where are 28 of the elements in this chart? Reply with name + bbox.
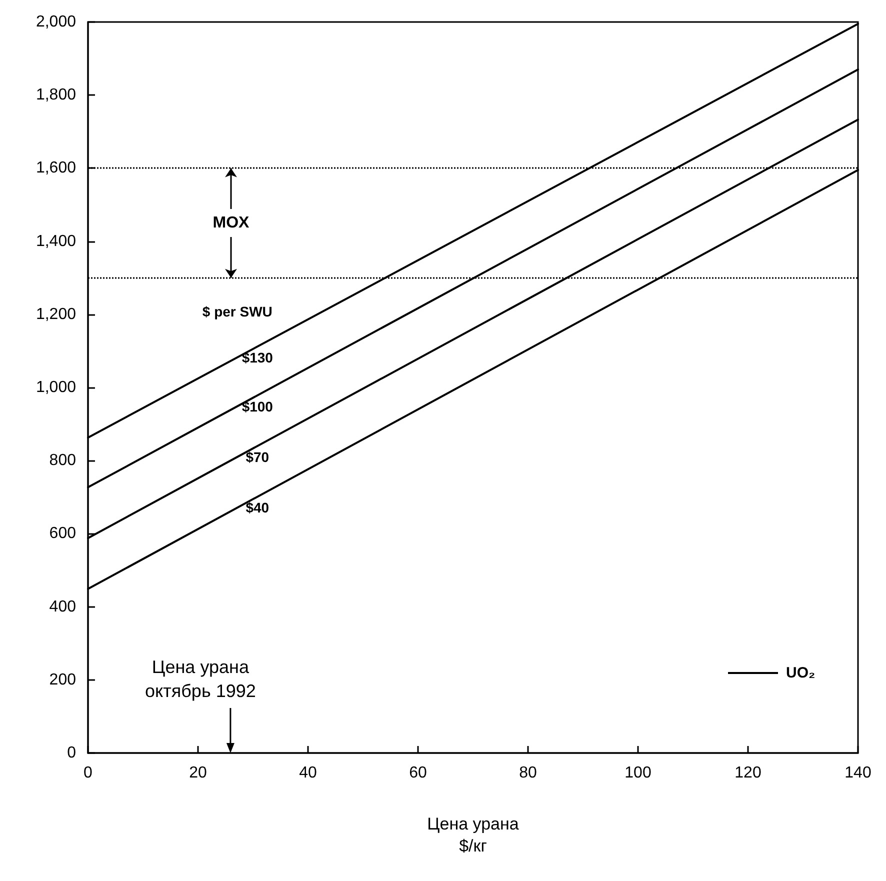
x-tick-label: 0	[84, 764, 93, 782]
y-tick-label: 1,000	[36, 379, 76, 396]
x-tick-label: 20	[189, 764, 207, 782]
y-tick-label: 1,400	[36, 232, 76, 250]
x-tick-label: 40	[299, 764, 317, 782]
y-tick-label: 0	[67, 744, 76, 762]
y-tick-label: 800	[49, 452, 76, 470]
x-tick-label: 100	[624, 764, 652, 782]
y-tick-label: 200	[49, 671, 76, 688]
x-tick-label: 60	[409, 764, 427, 782]
series-label: $40	[246, 500, 270, 516]
y-tick-label: 1,800	[36, 86, 76, 104]
x-tick-label: 120	[734, 764, 762, 782]
y-tick-label: 1,600	[36, 160, 76, 177]
y-tick-label: 600	[49, 525, 76, 542]
x-axis-title: Цена урана $/кг	[427, 814, 520, 856]
annotation: UO₂	[786, 664, 816, 682]
annotation: MOX	[212, 214, 250, 232]
series-label: $70	[246, 449, 270, 466]
series-label: $100	[242, 398, 274, 414]
annotation: Цена урана октябрь 1992	[145, 657, 256, 701]
y-tick-label: 1,200	[36, 306, 76, 323]
x-tick-label: 80	[519, 764, 537, 782]
annotation: $ per SWU	[202, 304, 272, 320]
y-tick-label: 400	[49, 598, 76, 616]
series-label: $130	[242, 350, 274, 366]
x-tick-label: 140	[844, 764, 872, 782]
y-tick-label: 2,000	[36, 14, 76, 30]
